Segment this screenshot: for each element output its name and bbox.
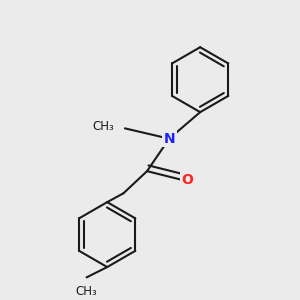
Text: N: N (164, 132, 175, 146)
Text: O: O (181, 173, 193, 187)
Text: CH₃: CH₃ (76, 285, 98, 298)
Text: CH₃: CH₃ (93, 119, 115, 133)
